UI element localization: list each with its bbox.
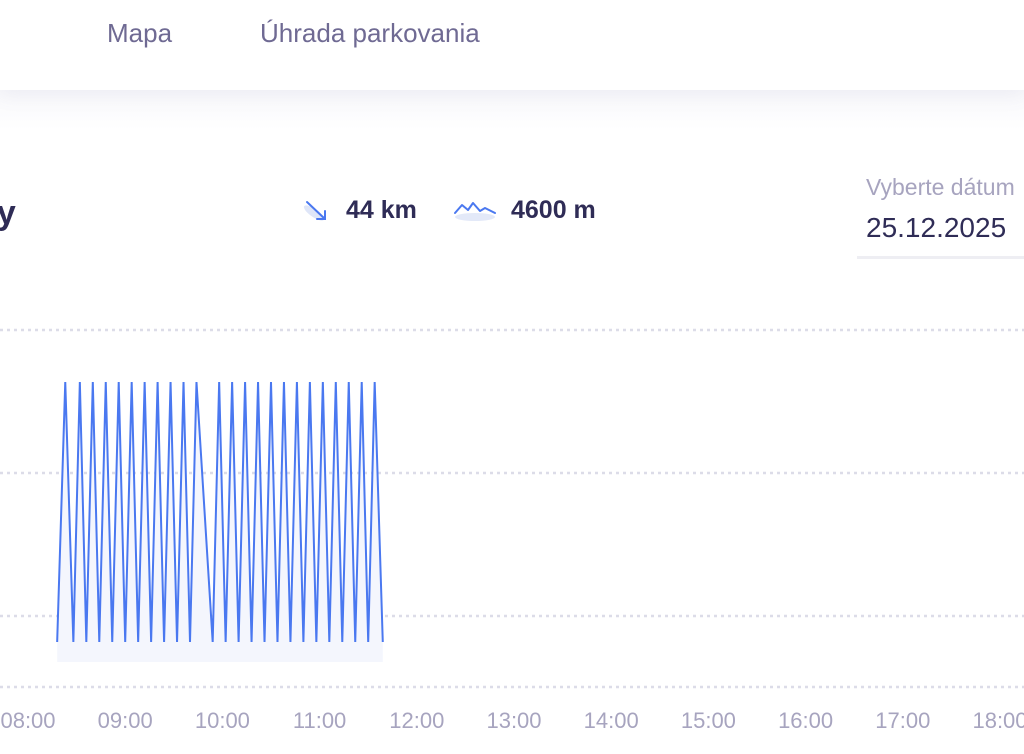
stat-distance: 44 km <box>300 196 417 225</box>
date-picker-underline <box>857 256 1024 259</box>
top-navigation: ky Mapa Úhrada parkovania <box>0 0 1024 90</box>
chart-series <box>56 381 384 643</box>
chart-series-line <box>56 381 384 643</box>
x-tick-label: 12:00 <box>389 708 444 733</box>
x-tick-label: 14:00 <box>584 708 639 733</box>
x-tick-label: 15:00 <box>681 708 736 733</box>
date-picker-input[interactable]: 25.12.2025 <box>866 212 1007 243</box>
x-tick-label: 09:00 <box>98 708 153 733</box>
nav-item-parking-payment[interactable]: Úhrada parkovania <box>260 18 480 48</box>
stat-elevation: 4600 m <box>453 196 596 225</box>
x-tick-label: 17:00 <box>875 708 930 733</box>
x-tick-label: 08:00 <box>0 708 55 733</box>
mountain-line-icon <box>453 197 497 225</box>
x-tick-label: 11:00 <box>293 708 346 733</box>
x-tick-label: 18:00 <box>972 708 1024 733</box>
distance-value: 44 km <box>346 196 417 224</box>
nav-item-map[interactable]: Mapa <box>107 18 173 48</box>
x-tick-label: 16:00 <box>778 708 833 733</box>
activity-chart: 08:00 09:00 10:00 11:00 12:00 13:00 14:00 15:00… <box>0 328 1024 733</box>
elevation-value: 4600 m <box>511 196 596 224</box>
x-tick-label: 13:00 <box>486 708 541 733</box>
date-picker-label: Vyberte dátum <box>866 174 1015 200</box>
chart-x-axis: 08:00 09:00 10:00 11:00 12:00 13:00 14:00 15:00… <box>0 708 1024 733</box>
descent-arrow-icon <box>300 197 332 225</box>
page-title: ky <box>0 194 16 232</box>
x-tick-label: 10:00 <box>195 708 250 733</box>
